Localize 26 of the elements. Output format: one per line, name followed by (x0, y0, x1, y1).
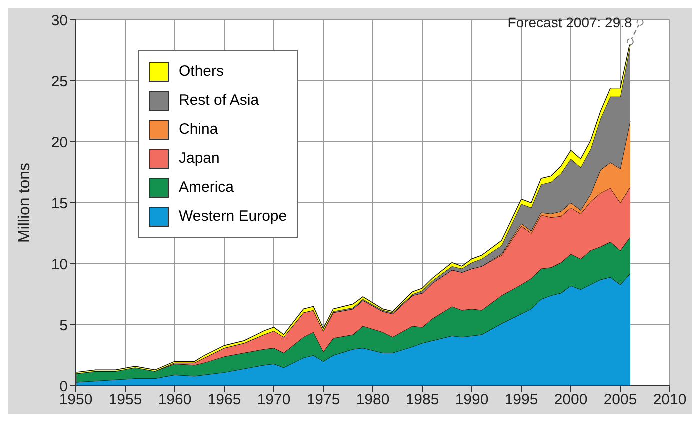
legend-label: Western Europe (179, 208, 288, 225)
legend-label: America (179, 179, 234, 196)
x-tick-label: 1965 (208, 392, 242, 409)
x-tick-label: 2005 (604, 392, 638, 409)
x-tick-label: 1995 (504, 392, 538, 409)
annotation: Forecast 2007: 29.8 (508, 14, 633, 30)
y-axis-title: Million tons (16, 162, 34, 244)
x-tick-label: 1970 (257, 392, 291, 409)
y-tick-label: 25 (51, 73, 68, 90)
x-tick-label: 1990 (455, 392, 489, 409)
y-tick-label: 5 (60, 317, 68, 334)
legend-label: China (179, 121, 218, 138)
x-tick-label: 1955 (108, 392, 142, 409)
x-tick-label: 2010 (653, 392, 687, 409)
x-tick-label: 1975 (306, 392, 340, 409)
y-tick-label: 10 (51, 256, 68, 274)
x-tick-label: 1960 (158, 392, 192, 409)
x-tick-label: 1980 (356, 392, 390, 409)
x-tick-label: 1985 (406, 392, 440, 409)
legend-label: Others (179, 63, 224, 80)
y-tick-label: 30 (51, 12, 68, 30)
y-tick-label: 20 (51, 134, 68, 152)
legend-label: Rest of Asia (179, 92, 260, 109)
x-tick-label: 2000 (554, 392, 588, 409)
y-tick-label: 15 (51, 195, 68, 212)
legend-label: Japan (179, 150, 220, 167)
